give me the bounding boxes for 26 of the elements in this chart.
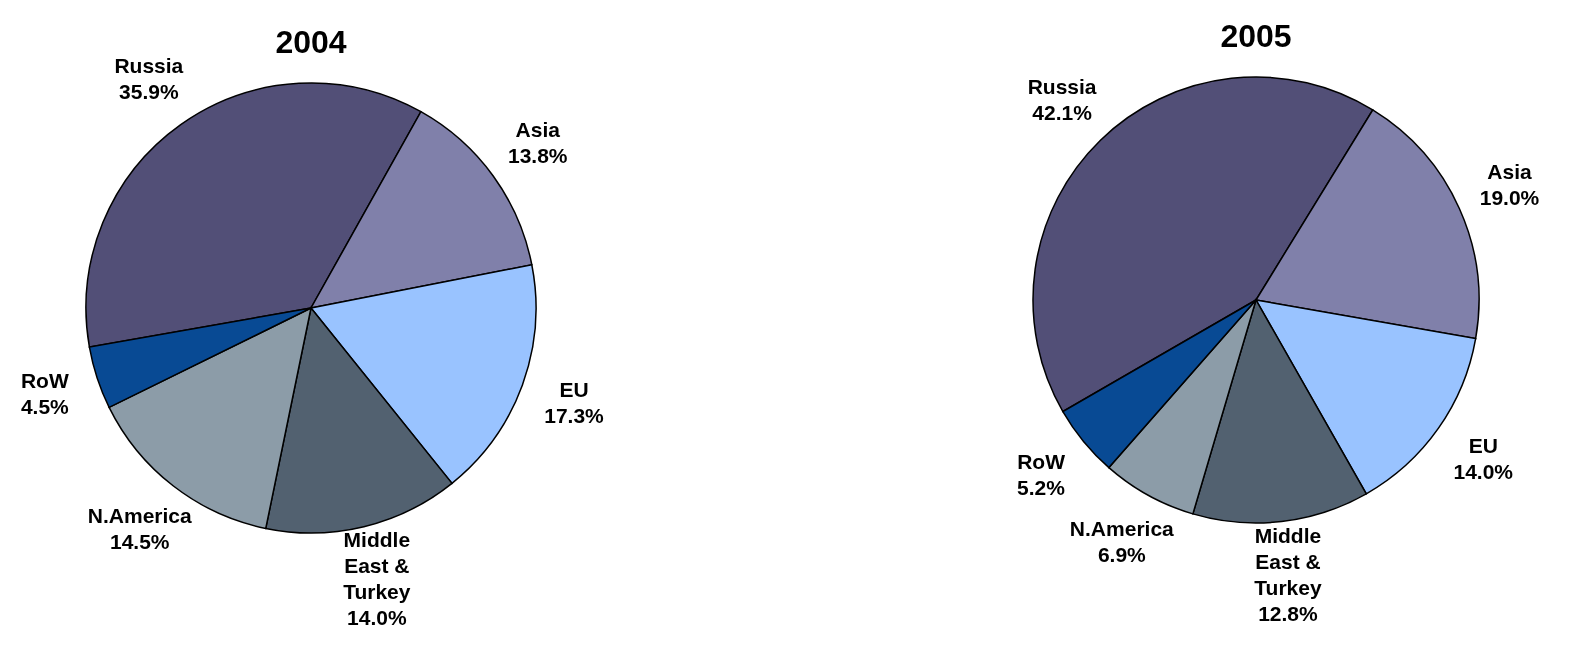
data-label: 5.2% (1017, 475, 1066, 499)
slice-label: Asia (515, 117, 561, 141)
slice-label: N.America (87, 503, 193, 527)
data-label: 42.1% (1032, 100, 1093, 124)
chart-title: 2004 (275, 24, 347, 60)
data-label: 14.0% (1453, 459, 1514, 483)
data-label: 35.9% (119, 79, 179, 103)
slice-label: EU (559, 377, 589, 401)
data-label: 14.5% (110, 529, 170, 553)
data-label: 4.5% (20, 394, 70, 418)
slice-label: Middle East & Turkey (343, 527, 411, 603)
slice-label: Russia (114, 53, 184, 77)
slice-label: N.America (1069, 517, 1175, 541)
slice-label: Asia (1487, 159, 1532, 183)
data-label: 6.9% (1097, 543, 1147, 567)
data-label: 13.8% (507, 143, 568, 167)
slice-label: Russia (1027, 74, 1097, 98)
slice-label: RoW (1017, 449, 1066, 473)
slice-label: Middle East & Turkey (1254, 523, 1322, 599)
data-label: 17.3% (544, 403, 605, 427)
chart-title: 2005 (1220, 18, 1292, 54)
slice-label: EU (1468, 433, 1498, 457)
data-label: 19.0% (1479, 185, 1540, 209)
slice-label: RoW (20, 368, 69, 392)
data-label: 12.8% (1258, 601, 1319, 625)
data-label: 14.0% (347, 605, 407, 629)
